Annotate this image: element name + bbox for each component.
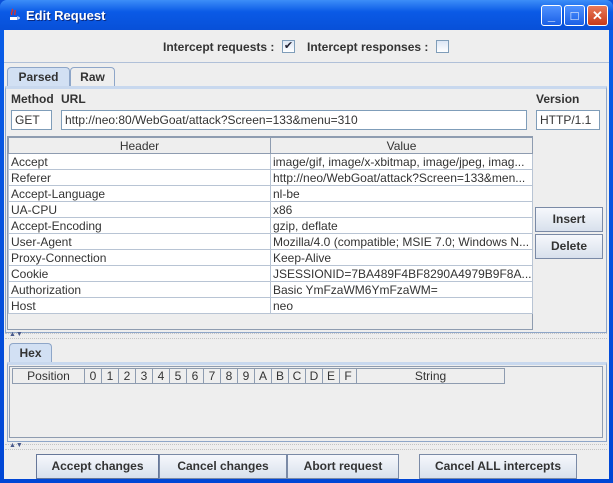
table-row[interactable]: UA-CPU x86	[8, 201, 533, 218]
header-value-cell[interactable]: image/gif, image/x-xbitmap, image/jpeg, …	[270, 153, 533, 170]
column-header-value[interactable]: Value	[270, 137, 533, 154]
header-name-cell[interactable]: Referer	[8, 169, 271, 186]
hex-column-header[interactable]: 6	[186, 368, 204, 384]
table-row[interactable]: Proxy-Connection Keep-Alive	[8, 249, 533, 266]
hex-column-header[interactable]: A	[254, 368, 272, 384]
headers-table: Header Value Accept image/gif, image/x-xb…	[8, 137, 533, 314]
table-row[interactable]: Cookie JSESSIONID=7BA489F4BF8290A4979B9F8…	[8, 265, 533, 282]
cancel-all-intercepts-button[interactable]: Cancel ALL intercepts	[419, 454, 577, 479]
accept-changes-button[interactable]: Accept changes	[36, 454, 159, 479]
tab-hex[interactable]: Hex	[9, 343, 52, 363]
intercept-requests-checkbox[interactable]: ✔	[282, 40, 295, 53]
tab-parsed[interactable]: Parsed	[7, 67, 70, 87]
minimize-button[interactable]: _	[541, 5, 562, 26]
headers-table-scrollpane: Header Value Accept image/gif, image/x-xb…	[7, 136, 533, 330]
collapse-expand-arrows-icon[interactable]: ▲▼	[9, 442, 23, 449]
header-value-cell[interactable]: JSESSIONID=7BA489F4BF8290A4979B9F8A...	[270, 265, 533, 282]
method-input[interactable]: GET	[11, 110, 52, 130]
header-value-cell[interactable]: http://neo/WebGoat/attack?Screen=133&men…	[270, 169, 533, 186]
header-name-cell[interactable]: UA-CPU	[8, 201, 271, 218]
insert-button[interactable]: Insert	[535, 207, 603, 232]
hex-column-header[interactable]: F	[339, 368, 357, 384]
split-pane-divider[interactable]	[5, 333, 607, 339]
version-input[interactable]: HTTP/1.1	[536, 110, 600, 130]
intercept-responses-checkbox[interactable]	[436, 40, 449, 53]
hex-table: Position 0 1 2 3 4 5 6 7 8 9 A B C D E F String	[12, 368, 505, 384]
window-title: Edit Request	[26, 8, 106, 23]
hex-panel	[7, 362, 607, 442]
java-icon	[7, 8, 20, 22]
delete-button[interactable]: Delete	[535, 234, 603, 259]
table-row[interactable]: Host neo	[8, 297, 533, 314]
hex-column-header[interactable]: D	[305, 368, 323, 384]
hex-column-header[interactable]: Position	[12, 368, 85, 384]
header-value-cell[interactable]: x86	[270, 201, 533, 218]
hex-column-header[interactable]: 9	[237, 368, 255, 384]
method-label: Method	[11, 92, 54, 106]
hex-column-header[interactable]: 4	[152, 368, 170, 384]
header-value-cell[interactable]: Keep-Alive	[270, 249, 533, 266]
header-value-cell[interactable]: Basic YmFzaWM6YmFzaWM=	[270, 281, 533, 298]
header-name-cell[interactable]: Proxy-Connection	[8, 249, 271, 266]
url-label: URL	[61, 92, 86, 106]
hex-table-scrollpane: Position 0 1 2 3 4 5 6 7 8 9 A B C D E F String	[9, 366, 603, 438]
hex-column-header[interactable]: B	[271, 368, 289, 384]
header-value-cell[interactable]: Mozilla/4.0 (compatible; MSIE 7.0; Windo…	[270, 233, 533, 250]
separator	[4, 62, 609, 63]
header-name-cell[interactable]: Accept	[8, 153, 271, 170]
header-value-cell[interactable]: neo	[270, 297, 533, 314]
column-header-header[interactable]: Header	[8, 137, 271, 154]
close-button[interactable]: ✕	[587, 5, 608, 26]
header-value-cell[interactable]: nl-be	[270, 185, 533, 202]
header-name-cell[interactable]: User-Agent	[8, 233, 271, 250]
table-row[interactable]: Referer http://neo/WebGoat/attack?Screen=…	[8, 169, 533, 186]
intercept-responses-label: Intercept responses :	[307, 40, 429, 54]
abort-request-button[interactable]: Abort request	[287, 454, 399, 479]
hex-column-header[interactable]: 1	[101, 368, 119, 384]
collapse-expand-arrows-icon[interactable]: ▲▼	[9, 331, 23, 338]
hex-column-header[interactable]: String	[356, 368, 505, 384]
hex-column-header[interactable]: C	[288, 368, 306, 384]
hex-column-header[interactable]: 8	[220, 368, 238, 384]
header-name-cell[interactable]: Cookie	[8, 265, 271, 282]
table-row[interactable]: User-Agent Mozilla/4.0 (compatible; MSIE …	[8, 233, 533, 250]
version-label: Version	[536, 92, 580, 106]
header-name-cell[interactable]: Host	[8, 297, 271, 314]
intercept-requests-label: Intercept requests :	[163, 40, 275, 54]
table-row[interactable]: Accept-Encoding gzip, deflate	[8, 217, 533, 234]
parsed-panel	[5, 86, 607, 333]
hex-column-header[interactable]: 2	[118, 368, 136, 384]
header-name-cell[interactable]: Accept-Encoding	[8, 217, 271, 234]
maximize-button[interactable]: □	[564, 5, 585, 26]
table-row[interactable]: Accept image/gif, image/x-xbitmap, image/…	[8, 153, 533, 170]
header-name-cell[interactable]: Accept-Language	[8, 185, 271, 202]
header-name-cell[interactable]: Authorization	[8, 281, 271, 298]
hex-column-header[interactable]: 5	[169, 368, 187, 384]
tab-raw[interactable]: Raw	[70, 67, 115, 87]
title-bar[interactable]: Edit Request _ □ ✕	[0, 0, 613, 30]
hex-column-header[interactable]: 0	[84, 368, 102, 384]
cancel-changes-button[interactable]: Cancel changes	[159, 454, 287, 479]
url-input[interactable]: http://neo:80/WebGoat/attack?Screen=133&…	[61, 110, 527, 130]
hex-column-header[interactable]: E	[322, 368, 340, 384]
hex-column-header[interactable]: 7	[203, 368, 221, 384]
table-row[interactable]: Accept-Language nl-be	[8, 185, 533, 202]
header-value-cell[interactable]: gzip, deflate	[270, 217, 533, 234]
table-row[interactable]: Authorization Basic YmFzaWM6YmFzaWM=	[8, 281, 533, 298]
hex-column-header[interactable]: 3	[135, 368, 153, 384]
split-pane-divider-bottom[interactable]	[5, 444, 607, 450]
